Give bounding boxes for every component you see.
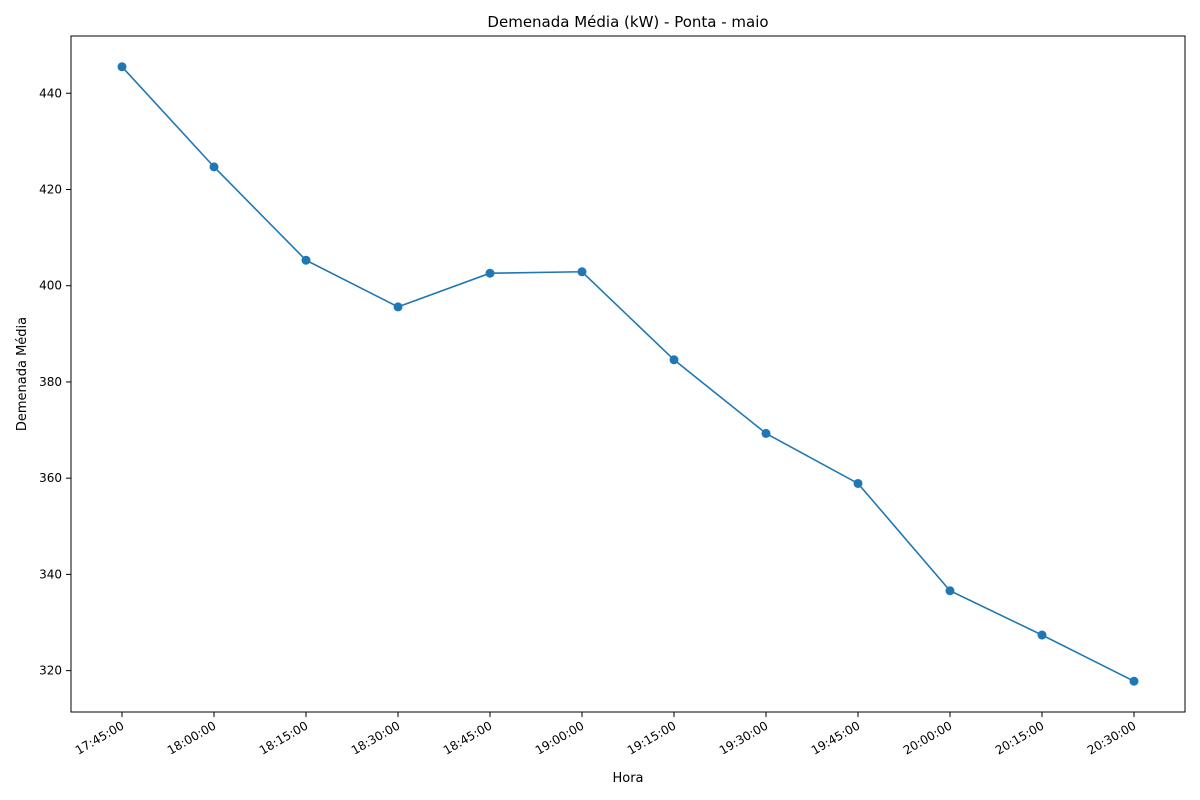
x-tick-label: 20:00:00 xyxy=(901,718,955,757)
y-tick-label: 360 xyxy=(39,471,62,485)
y-tick-label: 420 xyxy=(39,182,62,196)
data-point xyxy=(853,478,863,488)
data-point xyxy=(117,62,127,72)
data-point xyxy=(301,255,311,265)
data-point xyxy=(577,267,587,277)
x-tick-label: 18:00:00 xyxy=(165,718,219,757)
x-tick-label: 20:15:00 xyxy=(993,718,1047,757)
x-tick-label: 19:00:00 xyxy=(533,718,587,757)
x-tick-label: 19:30:00 xyxy=(717,718,771,757)
x-tick-label: 19:15:00 xyxy=(625,718,679,757)
x-tick-label: 19:45:00 xyxy=(809,718,863,757)
chart-title: Demenada Média (kW) - Ponta - maio xyxy=(487,13,768,31)
x-axis-label: Hora xyxy=(612,771,643,786)
y-tick-label: 340 xyxy=(39,567,62,581)
data-point xyxy=(1037,630,1047,640)
data-point xyxy=(669,355,679,365)
data-point xyxy=(945,586,955,596)
series-line xyxy=(121,66,1135,682)
series-group xyxy=(117,62,1139,686)
data-point xyxy=(761,428,771,438)
x-tick-label: 18:45:00 xyxy=(441,718,495,757)
x-tick-label: 18:15:00 xyxy=(257,718,311,757)
data-point xyxy=(393,302,403,312)
x-tick-label: 18:30:00 xyxy=(349,718,403,757)
data-point xyxy=(209,162,219,172)
x-tick-label: 20:30:00 xyxy=(1085,718,1139,757)
x-tick-label: 17:45:00 xyxy=(73,718,127,757)
x-axis: 17:45:00 18:00:00 18:15:00 18:30:00 18:45:00… xyxy=(73,712,1139,758)
y-tick-label: 440 xyxy=(39,86,62,100)
data-point xyxy=(485,268,495,278)
plot-frame xyxy=(70,35,1186,713)
y-axis-label: Demenada Média xyxy=(15,317,30,431)
y-tick-label: 400 xyxy=(39,279,62,293)
y-axis: 320 340 360 380 400 420 440 xyxy=(39,86,71,678)
y-tick-label: 380 xyxy=(39,375,62,389)
y-tick-label: 320 xyxy=(39,664,62,678)
data-point xyxy=(1129,676,1139,686)
